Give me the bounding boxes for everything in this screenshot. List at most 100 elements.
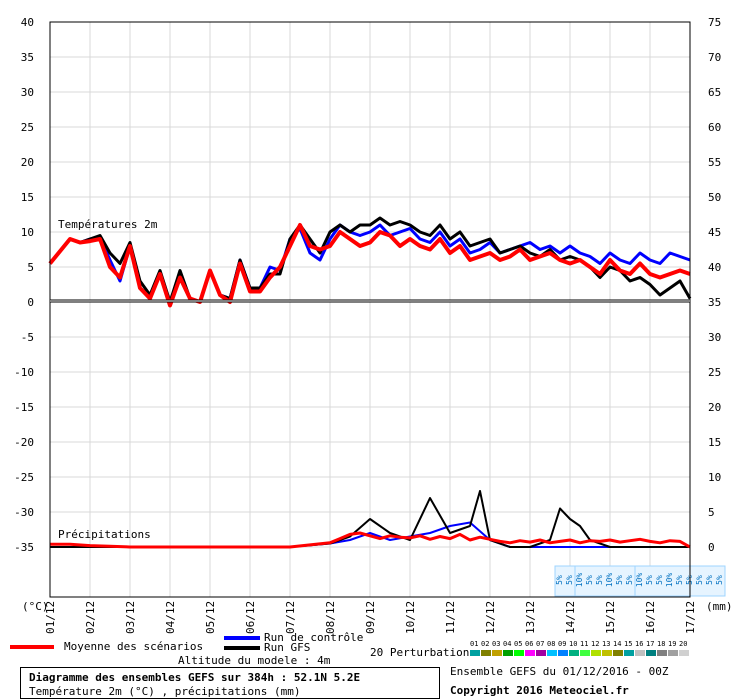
right-tick-label: 10 — [708, 471, 721, 484]
perturbation-id: 08 — [547, 640, 556, 648]
right-tick-label: 50 — [708, 191, 721, 204]
right-tick-label: 30 — [708, 331, 721, 344]
temperature-section-label: Températures 2m — [58, 218, 158, 231]
right-tick-label: 45 — [708, 226, 721, 239]
left-tick-label: 0 — [27, 296, 34, 309]
perturbation-id: 18 — [657, 640, 666, 648]
x-tick-label: 12/12 — [484, 601, 497, 634]
x-tick-label: 01/12 — [44, 601, 57, 634]
perturbation-swatch — [492, 650, 502, 656]
x-tick-label: 09/12 — [364, 601, 377, 634]
perturbation-swatch — [580, 650, 590, 656]
snow-pct-label: 10% — [575, 573, 584, 588]
left-tick-label: -15 — [14, 401, 34, 414]
x-tick-label: 13/12 — [524, 601, 537, 634]
plot-frame — [49, 21, 691, 598]
perturbation-id: 12 — [591, 640, 600, 648]
perturbation-swatch — [613, 650, 623, 656]
x-tick-label: 02/12 — [84, 601, 97, 634]
perturbation-id: 03 — [492, 640, 501, 648]
perturbation-id: 14 — [613, 640, 622, 648]
snow-pct-label: 5% — [565, 575, 574, 585]
perturbation-swatch — [514, 650, 524, 656]
perturbation-id: 17 — [646, 640, 655, 648]
snow-pct-label: 10% — [665, 573, 674, 588]
left-tick-label: 10 — [21, 226, 34, 239]
x-tick-label: 10/12 — [404, 601, 417, 634]
grid — [49, 21, 691, 597]
series-lines — [48, 216, 692, 549]
perturbation-swatch — [536, 650, 546, 656]
legend-control-label: Run de contrôle — [264, 631, 364, 644]
perturbation-id: 16 — [635, 640, 644, 648]
perturbation-swatch — [569, 650, 579, 656]
snow-pct-label: 5% — [695, 575, 704, 585]
perturbation-swatch — [547, 650, 557, 656]
perturbation-id: 11 — [580, 640, 589, 648]
right-tick-label: 20 — [708, 401, 721, 414]
snow-pct-label: 5% — [675, 575, 684, 585]
left-tick-label: 35 — [21, 51, 34, 64]
left-tick-label: 15 — [21, 191, 34, 204]
perturbation-swatch — [470, 650, 480, 656]
legend-control-swatch — [224, 636, 260, 640]
right-tick-label: 65 — [708, 86, 721, 99]
title-box: Diagramme des ensembles GEFS sur 384h : … — [20, 667, 440, 699]
precip-line-Moyenne des scénarios — [50, 531, 691, 549]
left-tick-label: -20 — [14, 436, 34, 449]
x-tick-label: 17/12 — [684, 601, 697, 634]
altitude-label: Altitude du modele : 4m — [178, 654, 331, 667]
right-tick-label: 5 — [708, 506, 715, 519]
perturbation-swatch — [602, 650, 612, 656]
legend-mean-swatch — [10, 645, 54, 649]
left-tick-label: 40 — [21, 16, 34, 29]
x-tick-label: 07/12 — [284, 601, 297, 634]
x-tick-label: 11/12 — [444, 601, 457, 634]
left-tick-label: -35 — [14, 541, 34, 554]
perturbation-swatch — [558, 650, 568, 656]
perturbation-id: 01 — [470, 640, 479, 648]
x-tick-label: 08/12 — [324, 601, 337, 634]
right-tick-label: 15 — [708, 436, 721, 449]
snow-pct-label: 5% — [585, 575, 594, 585]
snow-marker — [634, 565, 726, 597]
right-tick-label: 75 — [708, 16, 721, 29]
perturbation-swatch — [481, 650, 491, 656]
left-tick-label: 20 — [21, 156, 34, 169]
perturbation-swatch — [646, 650, 656, 656]
perturbation-swatch — [503, 650, 513, 656]
legend-gfs-label: Run GFS — [264, 641, 311, 654]
right-tick-label: 70 — [708, 51, 721, 64]
perturbation-swatch — [668, 650, 678, 656]
legend-mean: Moyenne des scénarios — [10, 641, 203, 653]
x-tick-label: 03/12 — [124, 601, 137, 634]
legend-perturbations: 20 Perturbations — [370, 646, 476, 659]
precipitation-section-label: Précipitations — [58, 528, 151, 541]
perturbation-swatch — [591, 650, 601, 656]
perturbation-swatch — [525, 650, 535, 656]
perturbation-swatch — [657, 650, 667, 656]
left-tick-label: -25 — [14, 471, 34, 484]
snow-pct-label: 5% — [645, 575, 654, 585]
x-tick-label: 06/12 — [244, 601, 257, 634]
chart-subtitle: Température 2m (°C) , précipitations (mm… — [29, 685, 301, 698]
snow-pct-label: 5% — [705, 575, 714, 585]
legend-gfs: Run GFS — [224, 642, 310, 654]
right-tick-label: 60 — [708, 121, 721, 134]
perturbation-id: 09 — [558, 640, 567, 648]
run-info: Ensemble GEFS du 01/12/2016 - 00Z — [450, 665, 669, 678]
perturbation-id: 13 — [602, 640, 611, 648]
perturbation-id: 05 — [514, 640, 523, 648]
snow-pct-label: 5% — [615, 575, 624, 585]
snow-pct-label: 5% — [625, 575, 634, 585]
right-tick-label: 55 — [708, 156, 721, 169]
snow-pct-label: 10% — [605, 573, 614, 588]
left-tick-label: -10 — [14, 366, 34, 379]
temp-line-Moyenne des scénarios — [48, 223, 691, 308]
perturbation-swatch — [624, 650, 634, 656]
x-tick-label: 15/12 — [604, 601, 617, 634]
snow-markers: 5%5%10%10%5%5%10%5%5%10%10%5%5%10%5%5%5%… — [554, 565, 726, 597]
legend-mean-label: Moyenne des scénarios — [64, 640, 204, 653]
perturbation-id: 07 — [536, 640, 545, 648]
